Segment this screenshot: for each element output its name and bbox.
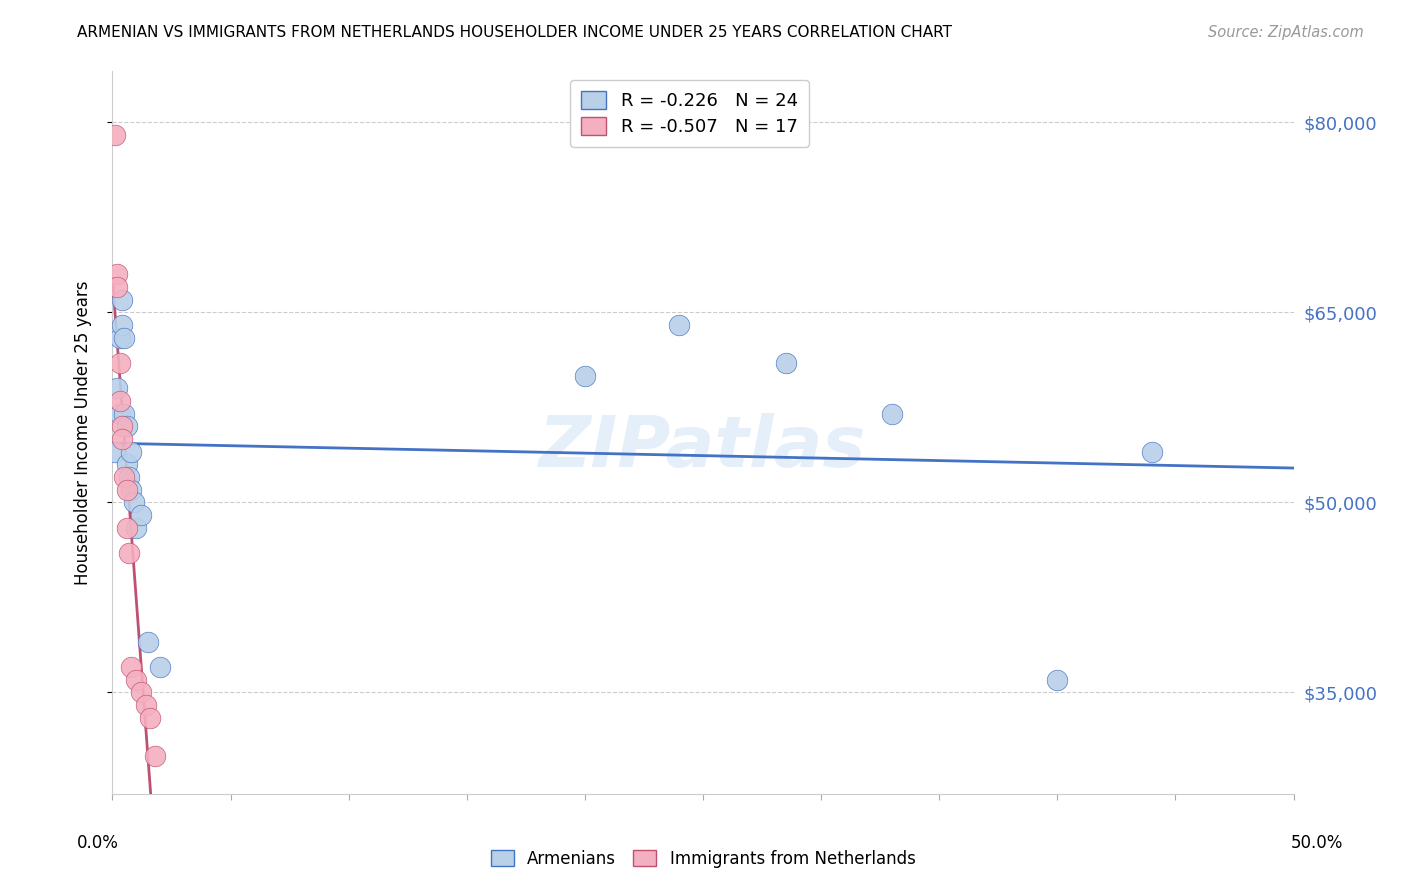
Text: ARMENIAN VS IMMIGRANTS FROM NETHERLANDS HOUSEHOLDER INCOME UNDER 25 YEARS CORREL: ARMENIAN VS IMMIGRANTS FROM NETHERLANDS … <box>77 25 952 40</box>
Point <box>668 318 690 332</box>
Point <box>574 368 596 383</box>
Point <box>104 444 127 458</box>
Point <box>775 356 797 370</box>
Legend: R = -0.226   N = 24, R = -0.507   N = 17: R = -0.226 N = 24, R = -0.507 N = 17 <box>571 80 808 147</box>
Point <box>1140 444 1163 458</box>
Point <box>115 419 138 434</box>
Point <box>120 444 142 458</box>
Point <box>112 330 135 344</box>
Point <box>118 470 141 484</box>
Point <box>115 458 138 472</box>
Point <box>111 419 134 434</box>
Point <box>125 673 148 687</box>
Point <box>129 685 152 699</box>
Point <box>125 521 148 535</box>
Y-axis label: Householder Income Under 25 years: Householder Income Under 25 years <box>73 280 91 585</box>
Point <box>104 128 127 142</box>
Point <box>149 660 172 674</box>
Point <box>111 293 134 307</box>
Point <box>105 280 128 294</box>
Legend: Armenians, Immigrants from Netherlands: Armenians, Immigrants from Netherlands <box>484 844 922 875</box>
Point <box>880 407 903 421</box>
Point <box>108 330 131 344</box>
Point <box>111 432 134 446</box>
Point <box>112 407 135 421</box>
Point <box>120 660 142 674</box>
Point <box>111 318 134 332</box>
Point <box>143 748 166 763</box>
Point <box>139 711 162 725</box>
Point <box>112 470 135 484</box>
Point <box>115 483 138 497</box>
Point <box>108 356 131 370</box>
Point <box>108 393 131 408</box>
Point <box>108 407 131 421</box>
Point <box>120 483 142 497</box>
Point <box>118 546 141 560</box>
Point <box>105 381 128 395</box>
Text: 50.0%: 50.0% <box>1291 834 1343 852</box>
Text: Source: ZipAtlas.com: Source: ZipAtlas.com <box>1208 25 1364 40</box>
Text: 0.0%: 0.0% <box>77 834 120 852</box>
Point <box>136 634 159 648</box>
Point <box>105 267 128 281</box>
Point <box>129 508 152 522</box>
Text: ZIPatlas: ZIPatlas <box>540 413 866 482</box>
Point <box>1046 673 1069 687</box>
Point <box>135 698 157 713</box>
Point <box>122 495 145 509</box>
Point <box>115 521 138 535</box>
